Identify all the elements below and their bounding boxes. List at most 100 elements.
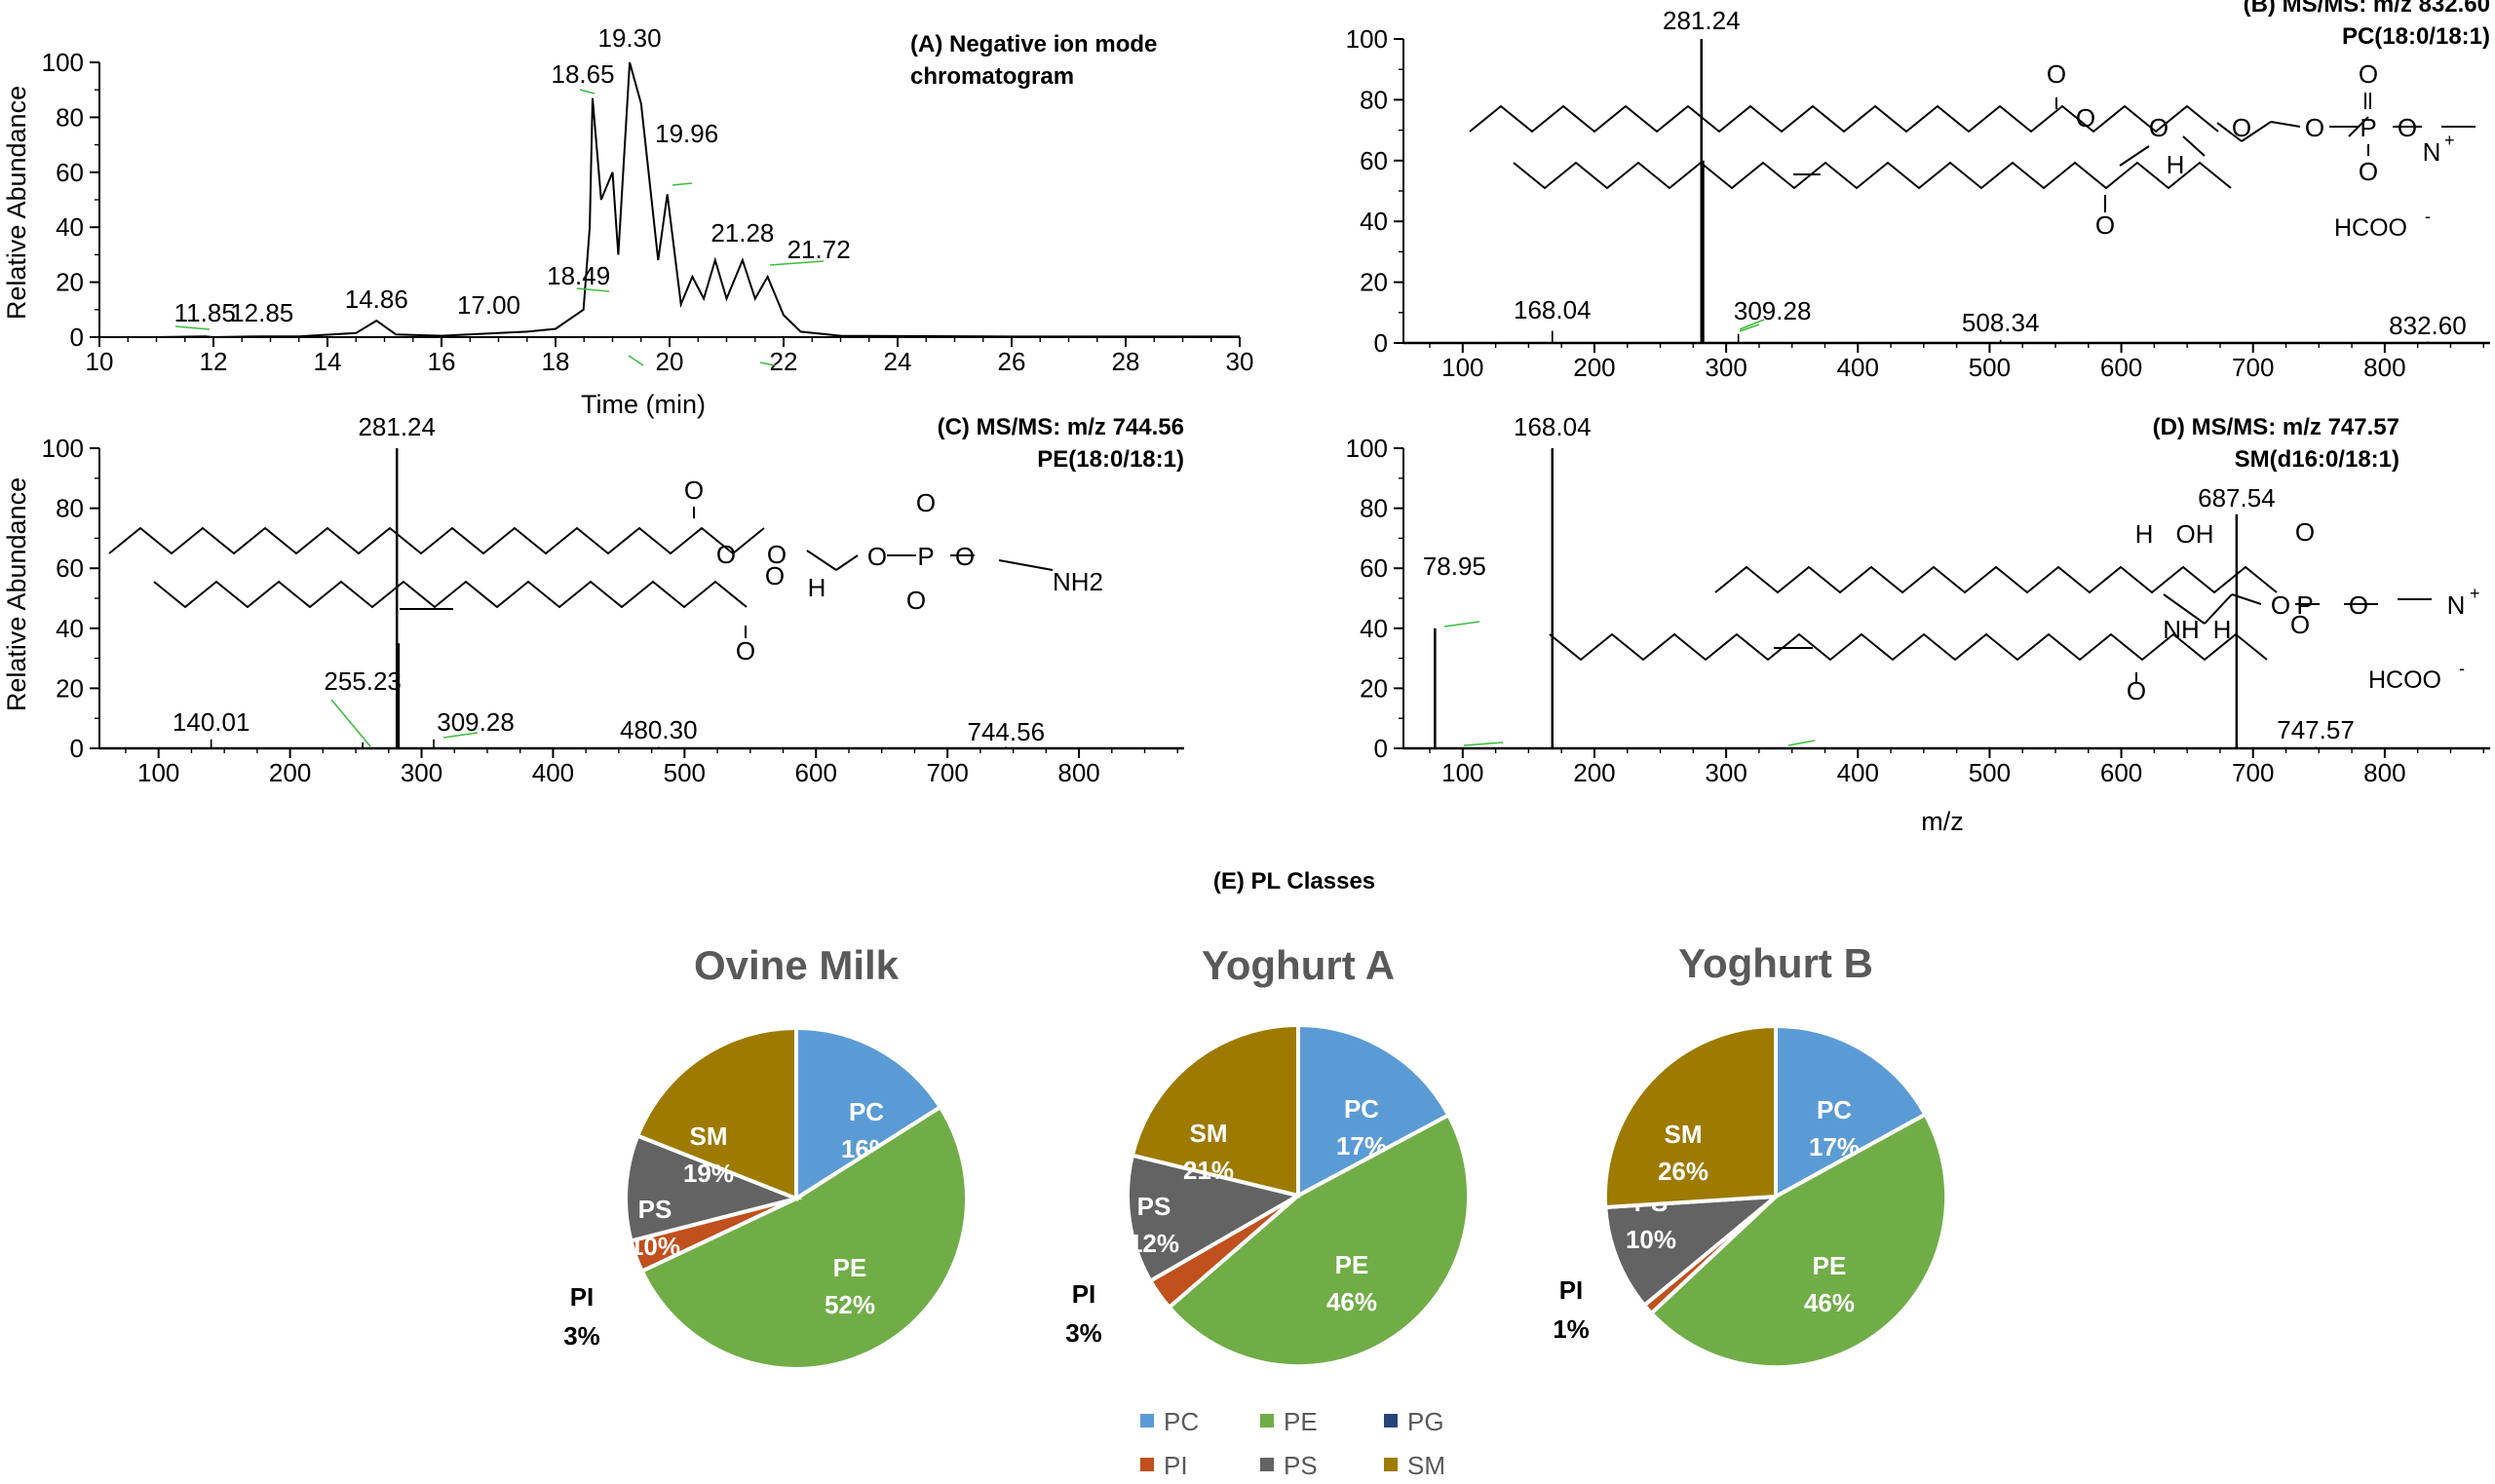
x-axis-title: m/z [1921,807,1964,836]
slice-name-label: PC [1344,1094,1379,1123]
slice-name-label: PC [849,1097,884,1126]
legend-swatch [1260,1414,1274,1427]
leader-line [769,260,825,266]
peak-label: 508.34 [1962,308,2040,337]
atom-label: O [2290,610,2310,639]
pie-slice-sm [634,1025,798,1201]
peak-label: 11.85 [174,298,236,327]
y-tick-label: 100 [1346,434,1388,463]
panel-a-chromatogram: 10 12 14 16 18 20 22 24 26 28 3002040608010011.851… [2,23,1253,419]
leader-line [672,182,693,186]
x-tick-label: 600 [2100,353,2142,382]
pie-slice-pc [794,1025,943,1202]
x-tick-label: 26 [998,347,1026,376]
x-tick-label: 500 [1969,758,2011,787]
pie-slice-sm [1130,1022,1300,1199]
acyl-chain [108,526,765,555]
atom-label: H [2167,150,2185,179]
acyl-chain [1513,161,2232,190]
pie-slice-pe [639,1104,970,1371]
x-tick-label: 800 [1057,758,1099,787]
y-tick-label: 100 [42,434,84,463]
slice-value-label: 3% [1065,1318,1102,1348]
atom-label: N [2447,590,2466,620]
charge-label: + [2444,131,2455,150]
x-tick-label: 22 [770,347,798,376]
atom-label: O [2349,590,2368,620]
legend-swatch [1384,1458,1398,1471]
leader-line [1739,319,1765,330]
atom-label: O [2232,113,2251,142]
chromatogram-trace [99,61,1240,339]
leader-line [579,89,595,95]
legend-label: PS [1284,1451,1318,1480]
pie-slice-pc [1774,1023,1929,1200]
legend-swatch [1260,1458,1274,1471]
legend: PC PE PG PI PS SM [1140,1407,1445,1480]
atom-label: P [917,542,934,571]
peak-label: 19.96 [655,119,718,148]
leader-line [1739,323,1760,332]
atom-label: O [736,636,755,666]
atom-label: O [2359,59,2378,89]
y-tick-label: 0 [1374,328,1388,358]
legend-label: PE [1284,1407,1318,1436]
y-tick-label: 60 [56,553,84,583]
x-tick-label: 800 [2363,758,2405,787]
atom-label: H [808,573,826,602]
slice-name-label: PE [833,1253,867,1282]
bond [835,554,859,571]
x-tick-label: 100 [137,758,179,787]
x-tick-label: 400 [1837,353,1879,382]
legend-label: PI [1164,1451,1188,1480]
atom-label: H [2213,615,2232,644]
panel-subtitle: SM(d16:0/18:1) [2235,446,2399,473]
slice-value-label: 46% [1326,1287,1377,1316]
x-tick-label: 24 [884,347,912,376]
atom-label: O [2295,517,2315,547]
slice-name-label: SM [1665,1120,1703,1149]
slice-value-label: 10% [1626,1225,1676,1254]
atom-label: N [2423,137,2441,167]
x-tick-label: 14 [314,347,342,376]
y-tick-label: 0 [1374,734,1388,763]
x-tick-label: 18 [542,347,570,376]
x-tick-label: 700 [926,758,968,787]
slice-name-label: SM [690,1122,728,1151]
y-axis-title: Relative Abundance [2,477,31,711]
pie-title: Yoghurt B [1678,940,1873,986]
atom-label: O [955,542,975,571]
x-tick-label: 100 [1441,758,1483,787]
pie-slice-ps [624,1133,803,1243]
peak-label: 17.00 [457,290,520,320]
leader-line [330,699,371,747]
slice-value-label: 46% [1804,1288,1855,1317]
x-tick-label: 600 [2100,758,2142,787]
amide-nh-label: NH [2163,615,2200,644]
x-tick-label: 16 [428,347,456,376]
slice-name-label: PS [638,1195,672,1224]
acyl-chain [1549,632,2268,662]
x-axis-title: Time (min) [581,390,706,419]
peak-label: 480.30 [620,715,698,744]
leader-line [442,732,479,739]
slice-name-label: PE [1335,1250,1369,1279]
panel-c-msms-pe: 100 200 300 400 500 600 700 800 0 20 40 60 80 100 140.… [2,412,1184,787]
y-tick-label: 20 [56,673,84,703]
atom-label: O [2047,59,2066,89]
x-tick-label: 10 [86,347,114,376]
panel-d-msms-sm: 100 200 300 400 500 600 700 800 0 20 40 60 80 100 78.9… [1346,412,2490,836]
y-tick-label: 40 [56,212,84,242]
peak-label: 140.01 [173,707,250,737]
y-tick-label: 60 [1360,553,1388,583]
atom-label: O [2076,103,2095,133]
legend-label: PG [1407,1407,1444,1436]
bond [2231,593,2262,605]
slice-name-label: PC [1817,1095,1852,1124]
leader-line [576,287,610,292]
x-tick-label: 500 [1969,353,2011,382]
peak-label: 281.24 [1663,6,1741,35]
